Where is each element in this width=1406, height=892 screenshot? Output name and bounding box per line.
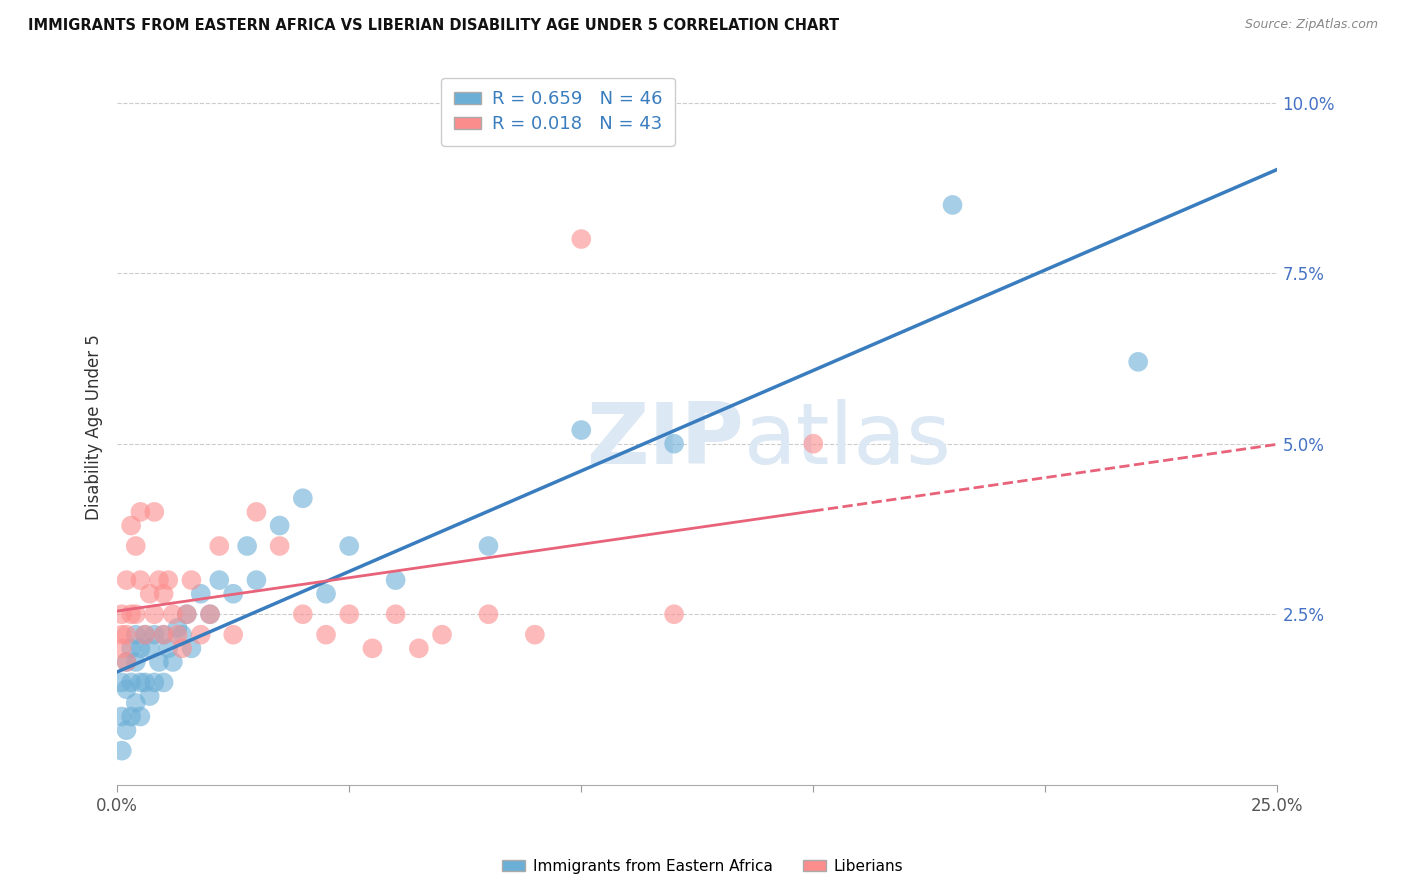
- Point: [111, 607, 134, 622]
- Point: [125, 628, 148, 642]
- Point: [120, 675, 142, 690]
- Point: [120, 518, 142, 533]
- Point: [111, 744, 134, 758]
- Point: [120, 607, 142, 622]
- Point: [801, 436, 824, 450]
- Point: [430, 628, 453, 642]
- Legend: Immigrants from Eastern Africa, Liberians: Immigrants from Eastern Africa, Liberian…: [496, 853, 910, 880]
- Point: [111, 641, 134, 656]
- Point: [152, 587, 174, 601]
- Point: [115, 628, 138, 642]
- Point: [138, 587, 160, 601]
- Point: [129, 573, 152, 587]
- Point: [662, 436, 685, 450]
- Point: [143, 607, 166, 622]
- Point: [569, 423, 592, 437]
- Point: [115, 655, 138, 669]
- Point: [115, 723, 138, 738]
- Point: [198, 607, 221, 622]
- Point: [190, 628, 212, 642]
- Point: [125, 607, 148, 622]
- Point: [162, 607, 184, 622]
- Point: [198, 607, 221, 622]
- Point: [148, 573, 170, 587]
- Point: [208, 539, 231, 553]
- Point: [111, 675, 134, 690]
- Point: [337, 607, 360, 622]
- Point: [172, 641, 194, 656]
- Point: [291, 607, 314, 622]
- Point: [111, 709, 134, 723]
- Point: [120, 641, 142, 656]
- Point: [143, 628, 166, 642]
- Point: [152, 628, 174, 642]
- Point: [190, 587, 212, 601]
- Point: [148, 655, 170, 669]
- Point: [269, 539, 291, 553]
- Point: [129, 505, 152, 519]
- Point: [125, 655, 148, 669]
- Y-axis label: Disability Age Under 5: Disability Age Under 5: [86, 334, 103, 519]
- Point: [208, 573, 231, 587]
- Point: [143, 675, 166, 690]
- Point: [180, 641, 202, 656]
- Point: [337, 539, 360, 553]
- Point: [172, 628, 194, 642]
- Point: [157, 573, 180, 587]
- Point: [166, 621, 188, 635]
- Point: [115, 655, 138, 669]
- Point: [1128, 355, 1150, 369]
- Point: [152, 628, 174, 642]
- Point: [157, 641, 180, 656]
- Point: [477, 539, 499, 553]
- Point: [236, 539, 259, 553]
- Point: [138, 689, 160, 703]
- Point: [129, 675, 152, 690]
- Point: [134, 628, 156, 642]
- Point: [384, 607, 406, 622]
- Point: [569, 232, 592, 246]
- Point: [111, 628, 134, 642]
- Text: atlas: atlas: [744, 400, 952, 483]
- Point: [134, 675, 156, 690]
- Point: [176, 607, 198, 622]
- Point: [166, 628, 188, 642]
- Point: [143, 505, 166, 519]
- Point: [162, 655, 184, 669]
- Text: Source: ZipAtlas.com: Source: ZipAtlas.com: [1244, 18, 1378, 31]
- Point: [941, 198, 963, 212]
- Point: [361, 641, 384, 656]
- Point: [125, 539, 148, 553]
- Point: [138, 641, 160, 656]
- Point: [115, 682, 138, 697]
- Point: [408, 641, 430, 656]
- Point: [269, 518, 291, 533]
- Point: [129, 709, 152, 723]
- Point: [245, 573, 267, 587]
- Point: [315, 628, 337, 642]
- Point: [180, 573, 202, 587]
- Point: [291, 491, 314, 506]
- Point: [115, 573, 138, 587]
- Point: [152, 675, 174, 690]
- Point: [245, 505, 267, 519]
- Point: [662, 607, 685, 622]
- Text: ZIP: ZIP: [586, 400, 744, 483]
- Legend: R = 0.659   N = 46, R = 0.018   N = 43: R = 0.659 N = 46, R = 0.018 N = 43: [441, 78, 675, 146]
- Point: [523, 628, 546, 642]
- Point: [120, 709, 142, 723]
- Point: [134, 628, 156, 642]
- Point: [222, 587, 245, 601]
- Point: [125, 696, 148, 710]
- Point: [384, 573, 406, 587]
- Point: [222, 628, 245, 642]
- Point: [477, 607, 499, 622]
- Point: [129, 641, 152, 656]
- Text: IMMIGRANTS FROM EASTERN AFRICA VS LIBERIAN DISABILITY AGE UNDER 5 CORRELATION CH: IMMIGRANTS FROM EASTERN AFRICA VS LIBERI…: [28, 18, 839, 33]
- Point: [176, 607, 198, 622]
- Point: [315, 587, 337, 601]
